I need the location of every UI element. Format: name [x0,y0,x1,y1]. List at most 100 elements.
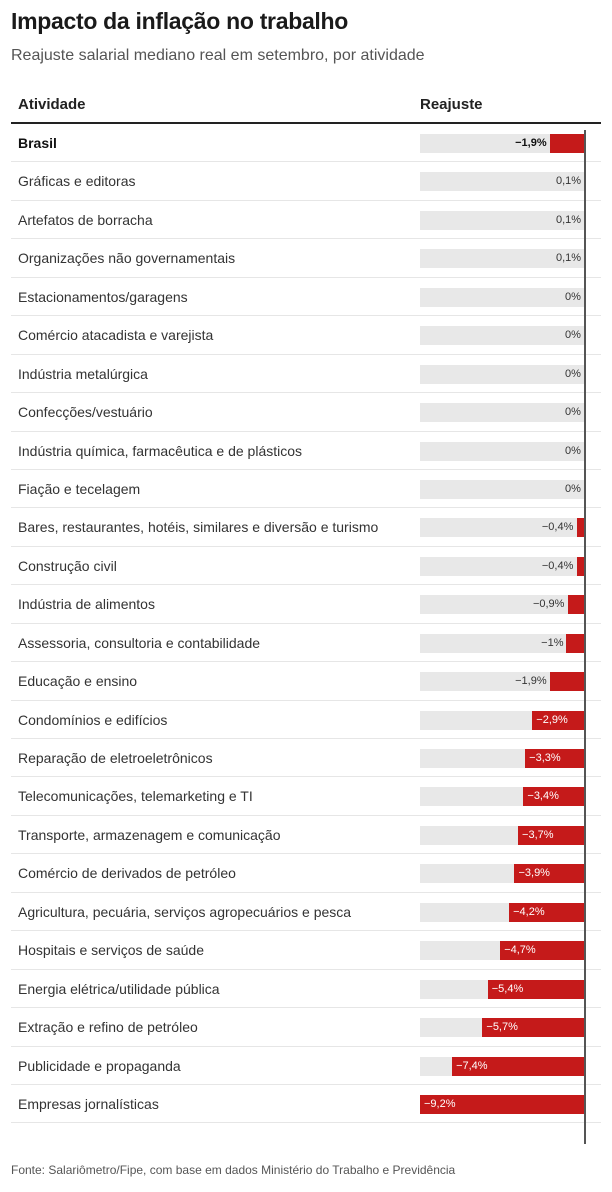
value-label: 0% [565,329,581,342]
activity-label: Construção civil [18,557,117,574]
table-row: Energia elétrica/utilidade pública −5,4% [11,970,601,1009]
activity-label: Publicidade e propaganda [18,1057,181,1074]
value-label: 0,1% [556,175,582,188]
bar-track: −3,9% [420,864,585,884]
bar [420,1094,584,1114]
value-label: −0,4% [541,521,574,534]
value-label: −3,3% [529,752,561,764]
bar-track: −1% [420,633,585,653]
value-label: 0% [565,406,581,419]
bar-track: −5,4% [420,979,585,999]
value-label: −3,7% [522,828,554,841]
bar-rows: Brasil −1,9% Gráficas e editoras 0,1% Artefa… [11,124,601,1124]
value-label: −3,9% [518,867,550,880]
value-label: −7,4% [456,1059,488,1072]
table-row: Telecomunicações, telemarketing e TI −3,4… [11,777,601,816]
table-row: Indústria de alimentos −0,9% [11,585,601,624]
activity-label: Empresas jornalísticas [18,1095,159,1112]
bar [514,864,584,884]
bar [500,941,584,961]
bar-track: −7,4% [420,1056,585,1076]
table-row: Gráficas e editoras 0,1% [11,162,601,201]
column-header-adjustment: Reajuste [420,96,483,113]
activity-label: Indústria de alimentos [18,596,155,613]
bar [509,902,584,922]
activity-label: Estacionamentos/garagens [18,288,188,305]
bar-track: −2,9% [420,710,585,730]
value-label: −0,4% [541,559,574,572]
table-row: Reparação de eletroeletrônicos −3,3% [11,739,601,778]
bar-track: −5,7% [420,1018,585,1038]
bar [482,1018,584,1038]
value-label: −2,9% [536,713,568,726]
bar-track: −3,4% [420,787,585,807]
activity-label: Fiação e tecelagem [18,480,141,497]
bar [576,556,584,576]
bar [567,595,584,615]
bar-track: −0,9% [420,595,585,615]
bar [566,633,584,653]
bar-track: −0,4% [420,518,585,538]
table-row: Assessoria, consultoria e contabilidade −… [11,624,601,663]
value-label: 0% [565,482,581,495]
value-label: 0,1% [556,252,582,265]
table-row: Comércio de derivados de petróleo −3,9% [11,854,601,893]
activity-label: Artefatos de borracha [18,211,153,228]
activity-label: Indústria química, farmacêutica e de plá… [18,442,303,459]
table-row: Organizações não governamentais 0,1% [11,239,601,278]
table-row: Comércio atacadista e varejista 0% [11,316,601,355]
table-row: Confecções/vestuário 0% [11,393,601,432]
activity-label: Confecções/vestuário [18,404,153,421]
table-row: Educação e ensino −1,9% [11,662,601,701]
bar-track: 0% [420,326,585,346]
activity-label: Condomínios e edifícios [18,711,168,728]
value-label: −5,7% [486,1021,518,1034]
bar-track: 0,1% [420,172,586,192]
table-row: Extração e refino de petróleo −5,7% [11,1008,601,1047]
activity-label: Gráficas e editoras [18,173,136,190]
table-row: Agricultura, pecuária, serviços agropecu… [11,893,601,932]
value-label: −4,2% [513,905,545,918]
zero-line [584,130,586,1144]
value-label: 0% [565,444,581,457]
activity-label: Agricultura, pecuária, serviços agropecu… [18,903,352,920]
value-label: −1% [541,636,564,649]
activity-label: Comércio atacadista e varejista [18,327,214,344]
activity-label: Reparação de eletroeletrônicos [18,750,213,766]
activity-label: Brasil [18,135,57,151]
bar-track: −3,3% [420,749,585,768]
table-row: Condomínios e edifícios −2,9% [11,701,601,739]
activity-label: Organizações não governamentais [18,250,236,267]
bar-track: 0,1% [420,210,586,230]
chart-title: Impacto da inflação no trabalho [11,8,349,34]
bar [487,979,584,999]
activity-label: Hospitais e serviços de saúde [18,942,204,959]
table-row: Brasil −1,9% [11,124,601,163]
bar-track: −9,2% [420,1094,585,1114]
value-label: −1,9% [515,675,547,688]
value-label: −1,9% [515,137,547,149]
value-label: 0,1% [556,213,582,226]
activity-label: Transporte, armazenagem e comunicação [18,826,281,843]
table-row: Construção civil −0,4% [11,547,601,586]
table-row: Estacionamentos/garagens 0% [11,278,601,317]
bar-track: −1,9% [420,672,585,692]
table-row: Indústria metalúrgica 0% [11,355,601,394]
table-row: Publicidade e propaganda −7,4% [11,1047,601,1085]
table-row: Artefatos de borracha 0,1% [11,201,601,240]
activity-label: Educação e ensino [18,673,138,690]
value-label: −4,7% [504,944,536,957]
bar [576,518,584,538]
bar-track: 0,1% [420,249,586,269]
bar [518,825,584,845]
activity-label: Telecomunicações, telemarketing e TI [18,788,253,805]
bar [452,1056,584,1076]
bar [525,749,584,768]
table-row: Indústria química, farmacêutica e de plá… [11,432,601,470]
value-label: −5,4% [491,982,524,995]
bar [550,134,584,153]
activity-label: Extração e refino de petróleo [18,1019,198,1036]
activity-label: Indústria metalúrgica [18,365,148,382]
value-label: −0,9% [532,598,565,611]
bar-track: 0% [420,441,585,461]
